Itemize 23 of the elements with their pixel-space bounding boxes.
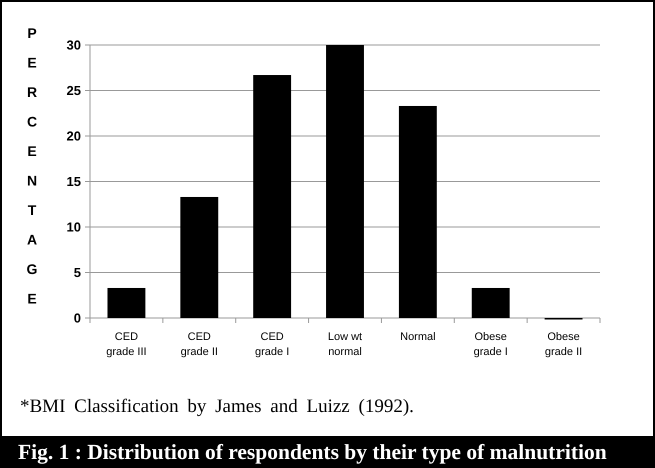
x-tick-label: Obese grade II bbox=[544, 331, 582, 358]
bar bbox=[253, 75, 292, 318]
y-tick-label: 15 bbox=[66, 174, 81, 190]
y-tick-label: 30 bbox=[66, 38, 81, 53]
x-tick-label: Normal bbox=[400, 331, 436, 343]
bar bbox=[326, 45, 364, 318]
y-tick-label: 5 bbox=[74, 265, 81, 280]
y-tick-label: 10 bbox=[66, 220, 81, 235]
x-tick-label: CED grade III bbox=[106, 331, 147, 358]
x-tick-label: CED grade II bbox=[180, 331, 218, 358]
bar bbox=[180, 196, 218, 318]
text: Fig. 1 : Distribution of respondents by their type of malnutrition bbox=[18, 440, 607, 464]
x-tick-label: Low wt normal bbox=[328, 331, 362, 358]
x-tick-label: Obese grade I bbox=[474, 331, 508, 358]
text: *BMI Classification by James and Luizz (1992). bbox=[20, 396, 414, 417]
y-tick-label: 25 bbox=[66, 83, 81, 98]
x-tick-label: CED grade I bbox=[255, 331, 290, 358]
bar bbox=[472, 288, 510, 318]
text: PERCENTAGE bbox=[26, 25, 38, 306]
bar bbox=[398, 106, 437, 318]
y-tick-label: 20 bbox=[66, 128, 81, 144]
bar bbox=[107, 288, 146, 318]
y-tick-label: 0 bbox=[74, 310, 81, 326]
